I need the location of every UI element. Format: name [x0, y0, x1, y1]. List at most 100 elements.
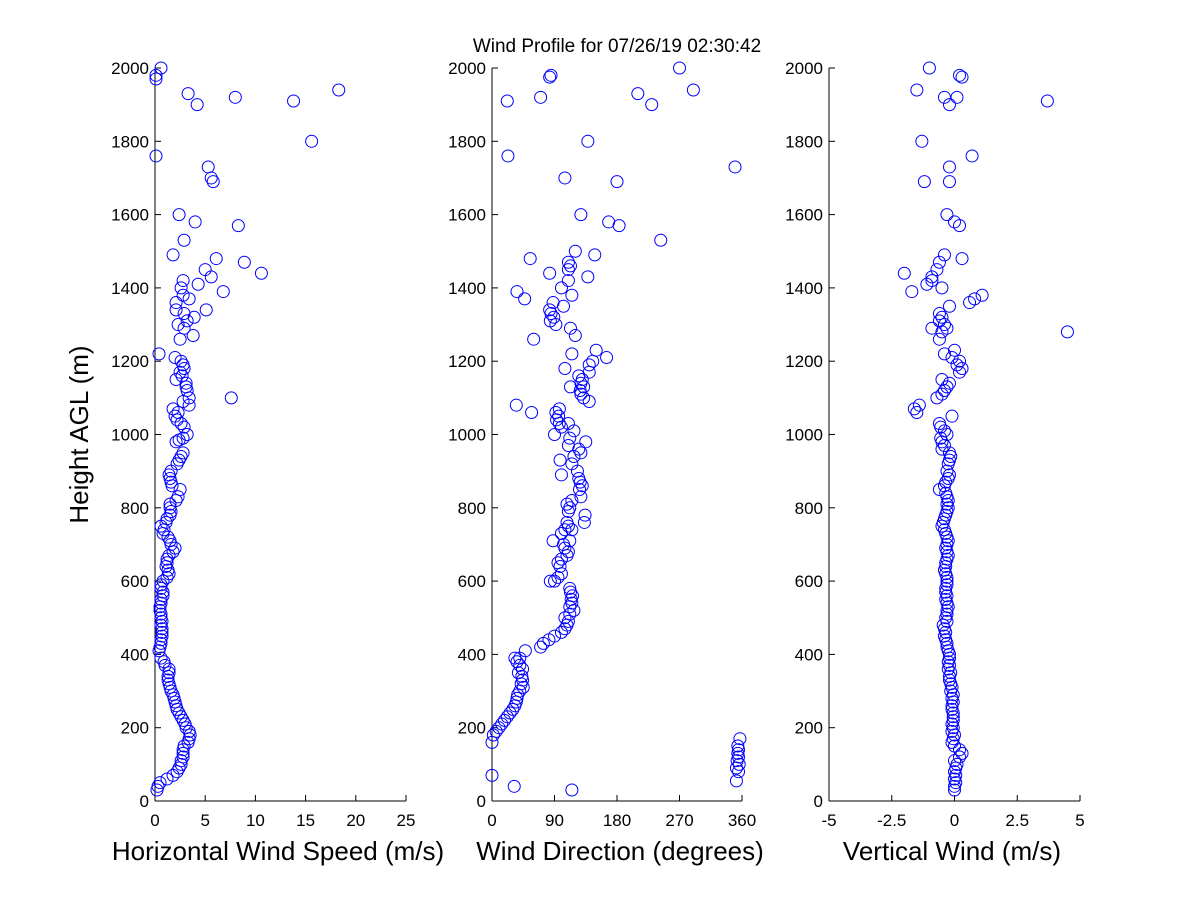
data-point: [518, 292, 532, 306]
data-point: [565, 493, 579, 507]
data-point: [948, 215, 961, 229]
data-point: [645, 98, 659, 112]
y-tick-label: 1000: [785, 426, 823, 445]
y-tick-label: 1800: [785, 132, 823, 151]
data-point: [942, 160, 956, 174]
data-point: [170, 457, 184, 471]
data-point: [561, 545, 575, 559]
data-point: [563, 431, 577, 445]
data-point: [174, 281, 188, 295]
data-point: [588, 248, 602, 262]
data-point: [574, 490, 588, 504]
data-point: [939, 585, 953, 599]
data-point: [554, 468, 568, 482]
data-point: [935, 310, 949, 324]
data-point: [965, 149, 979, 163]
data-point: [940, 321, 954, 335]
data-point: [176, 274, 190, 288]
data-point: [254, 266, 268, 280]
data-point: [565, 457, 579, 471]
y-tick-label: 1400: [111, 279, 149, 298]
data-point: [942, 98, 956, 112]
data-point: [501, 149, 515, 163]
data-point: [174, 710, 188, 724]
y-tick-label: 600: [458, 572, 486, 591]
data-point: [169, 303, 183, 317]
data-point: [561, 438, 575, 452]
data-point: [154, 592, 168, 606]
x-tick-label: 0: [950, 811, 959, 830]
data-point: [574, 446, 588, 460]
data-point: [553, 453, 567, 467]
data-point: [513, 658, 527, 672]
data-point: [600, 351, 614, 365]
data-point: [573, 482, 586, 496]
data-point: [563, 581, 577, 595]
data-point: [563, 501, 577, 515]
data-point: [173, 482, 187, 496]
data-point: [176, 358, 190, 372]
data-point: [935, 442, 949, 456]
y-tick-label: 600: [795, 572, 823, 591]
data-point: [154, 596, 168, 610]
data-point: [168, 351, 182, 365]
data-point: [543, 303, 557, 317]
x-tick-label: 2.5: [1005, 811, 1029, 830]
figure-title: Wind Profile for 07/26/19 02:30:42: [473, 36, 761, 57]
data-point: [543, 574, 557, 588]
y-tick-label: 1200: [448, 352, 486, 371]
data-point: [199, 303, 213, 317]
x-tick-label: -2.5: [877, 811, 906, 830]
data-point: [940, 380, 954, 394]
data-point: [939, 486, 953, 500]
data-point: [523, 252, 537, 266]
data-point: [547, 310, 561, 324]
data-point: [558, 622, 572, 636]
x-tick-label: -5: [821, 811, 836, 830]
data-point: [154, 636, 168, 650]
data-point: [161, 563, 175, 577]
y-tick-label: 1600: [111, 206, 149, 225]
data-point: [937, 347, 951, 361]
data-point: [565, 347, 579, 361]
data-point: [565, 783, 579, 797]
y-tick-label: 800: [121, 499, 149, 518]
data-point: [732, 765, 746, 779]
data-point: [942, 376, 956, 390]
data-point: [733, 732, 747, 746]
data-point: [546, 534, 560, 548]
data-point: [182, 724, 196, 738]
data-point: [181, 87, 195, 101]
data-point: [154, 651, 168, 665]
data-point: [216, 285, 230, 299]
data-point: [543, 314, 557, 328]
data-point: [188, 215, 202, 229]
y-tick-label: 800: [795, 499, 823, 518]
data-point: [177, 739, 191, 753]
data-point: [565, 523, 579, 537]
data-point: [155, 629, 169, 643]
data-point: [946, 713, 960, 727]
data-point: [558, 523, 572, 537]
data-point: [579, 435, 593, 449]
data-point: [937, 90, 951, 104]
y-tick-label: 1800: [111, 132, 149, 151]
data-point: [162, 666, 176, 680]
y-tick-label: 0: [814, 792, 823, 811]
data-point: [686, 83, 700, 97]
data-point: [177, 233, 191, 247]
y-tick-label: 2000: [448, 59, 486, 78]
data-point: [171, 490, 185, 504]
data-point: [169, 435, 183, 449]
x-tick-label: 0: [487, 811, 496, 830]
data-point: [942, 446, 956, 460]
y-tick-label: 1200: [111, 352, 149, 371]
data-point: [935, 281, 949, 295]
data-point: [157, 655, 171, 669]
data-point: [237, 255, 251, 269]
data-point: [168, 541, 182, 555]
y-tick-label: 2000: [785, 59, 823, 78]
data-point: [151, 779, 165, 793]
data-point: [610, 175, 624, 189]
data-point: [948, 343, 961, 357]
